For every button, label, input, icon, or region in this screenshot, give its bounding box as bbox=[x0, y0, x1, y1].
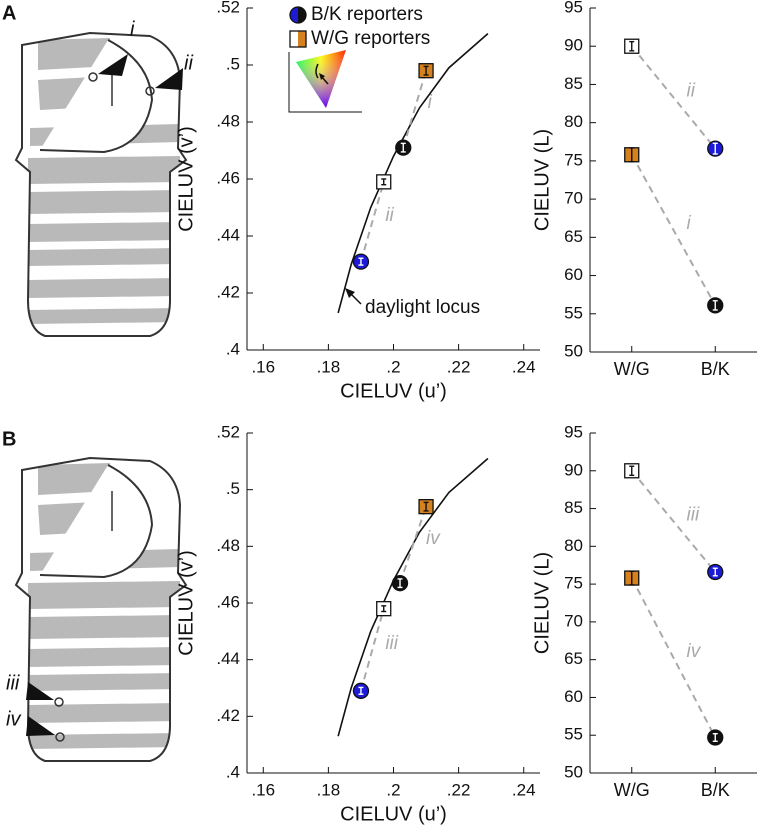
pair-label: i bbox=[687, 213, 692, 234]
legend-swatch bbox=[298, 7, 306, 23]
legend-swatch-outline bbox=[289, 6, 307, 24]
y-tick-label: 55 bbox=[564, 303, 583, 322]
x-tick-label: W/G bbox=[614, 780, 650, 800]
x-tick-label: .24 bbox=[512, 780, 536, 799]
chromaticity-inset bbox=[288, 50, 362, 113]
dress-illustration bbox=[0, 0, 200, 400]
x-tick-label: .2 bbox=[386, 357, 400, 376]
pair-link bbox=[359, 181, 385, 262]
curve-label: daylight locus bbox=[365, 297, 480, 318]
y-axis-label: CIELUV (L) bbox=[531, 552, 553, 654]
legend-swatch bbox=[290, 31, 298, 47]
y-tick-label: 80 bbox=[564, 536, 583, 555]
dress-illustration bbox=[0, 425, 200, 825]
y-tick-label: 90 bbox=[564, 36, 583, 55]
pair-link bbox=[630, 577, 717, 738]
x-tick-label: .2 bbox=[386, 780, 400, 799]
x-tick-label: .22 bbox=[447, 357, 471, 376]
y-tick-label: 70 bbox=[564, 611, 583, 630]
y-tick-label: .44 bbox=[216, 225, 240, 244]
panel-label: A bbox=[2, 2, 16, 24]
x-tick-label: .16 bbox=[251, 357, 275, 376]
y-tick-label: 80 bbox=[564, 112, 583, 131]
x-tick-label: .16 bbox=[251, 780, 275, 799]
y-tick-label: 90 bbox=[564, 460, 583, 479]
dress-label: ii bbox=[184, 52, 193, 74]
legend-swatch bbox=[290, 7, 298, 23]
dress-label: iv bbox=[6, 708, 21, 730]
x-axis-label: CIELUV (u’) bbox=[340, 803, 447, 825]
dress-label: iii bbox=[6, 672, 20, 694]
x-tick-label: .22 bbox=[447, 780, 471, 799]
pair-link bbox=[630, 470, 717, 573]
y-tick-label: 85 bbox=[564, 74, 583, 93]
x-tick-label: W/G bbox=[614, 359, 650, 379]
y-tick-label: .5 bbox=[226, 479, 240, 498]
legend-swatch bbox=[298, 31, 306, 47]
y-tick-label: .48 bbox=[216, 536, 240, 555]
y-tick-label: .4 bbox=[226, 339, 240, 358]
x-tick-label: .18 bbox=[317, 357, 341, 376]
y-tick-label: .52 bbox=[216, 0, 240, 16]
y-tick-label: .42 bbox=[216, 706, 240, 725]
pair-label: ii bbox=[385, 205, 394, 226]
pair-label: i bbox=[428, 92, 433, 113]
pair-link bbox=[630, 154, 717, 306]
y-tick-label: 95 bbox=[564, 0, 583, 16]
x-tick-label: .18 bbox=[317, 780, 341, 799]
y-axis-label: CIELUV (v’) bbox=[175, 126, 197, 232]
x-tick-label: .24 bbox=[512, 357, 536, 376]
y-axis-label: CIELUV (v’) bbox=[175, 550, 197, 656]
pair-link bbox=[402, 70, 428, 148]
pair-label: ii bbox=[687, 80, 696, 101]
legend-label: W/G reporters bbox=[311, 28, 430, 49]
y-tick-label: 85 bbox=[564, 498, 583, 517]
dress-label: i bbox=[130, 18, 135, 40]
y-tick-label: .46 bbox=[216, 168, 240, 187]
pair-label: iii bbox=[687, 504, 700, 525]
legend-label: B/K reporters bbox=[311, 4, 423, 25]
y-tick-label: .48 bbox=[216, 111, 240, 130]
pair-label: iii bbox=[385, 633, 398, 654]
y-tick-label: .5 bbox=[226, 54, 240, 73]
y-tick-label: 65 bbox=[564, 649, 583, 668]
y-tick-label: .52 bbox=[216, 422, 240, 441]
pair-link bbox=[399, 506, 428, 584]
annotation-arrowhead bbox=[345, 288, 355, 298]
y-tick-label: 60 bbox=[564, 265, 583, 284]
y-tick-label: 75 bbox=[564, 574, 583, 593]
y-tick-label: 70 bbox=[564, 189, 583, 208]
pair-link bbox=[359, 608, 385, 692]
legend-swatch-outline bbox=[289, 30, 307, 48]
y-tick-label: .46 bbox=[216, 592, 240, 611]
y-tick-label: 75 bbox=[564, 150, 583, 169]
pair-link bbox=[630, 45, 717, 150]
y-tick-label: .44 bbox=[216, 649, 240, 668]
panel-label: B bbox=[2, 428, 16, 450]
pair-label: iv bbox=[426, 528, 441, 549]
y-tick-label: .4 bbox=[226, 762, 240, 781]
y-tick-label: 50 bbox=[564, 341, 583, 360]
y-tick-label: 65 bbox=[564, 227, 583, 246]
daylight-locus bbox=[337, 33, 489, 314]
x-axis-label: CIELUV (u’) bbox=[340, 380, 447, 402]
y-axis-label: CIELUV (L) bbox=[531, 129, 553, 231]
pair-label: iv bbox=[687, 641, 702, 662]
y-tick-label: 60 bbox=[564, 687, 583, 706]
x-tick-label: B/K bbox=[701, 780, 730, 800]
y-tick-label: 95 bbox=[564, 422, 583, 441]
y-tick-label: 50 bbox=[564, 762, 583, 781]
dress-marker bbox=[26, 54, 183, 742]
y-tick-label: .42 bbox=[216, 282, 240, 301]
y-tick-label: 55 bbox=[564, 725, 583, 744]
x-tick-label: B/K bbox=[701, 359, 730, 379]
